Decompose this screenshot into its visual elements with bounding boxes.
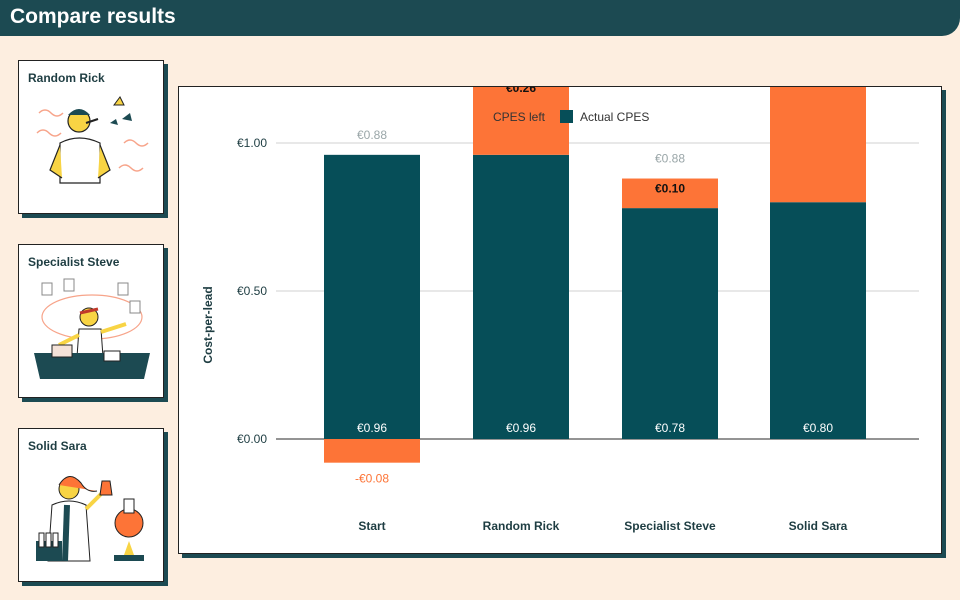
legend-label-cpes-left: CPES left	[493, 110, 546, 124]
persona-card-solid-sara[interactable]: Solid Sara	[18, 428, 164, 582]
bar-actual-cpes	[473, 154, 569, 439]
data-label-cpes-left: €0.26	[506, 87, 536, 95]
legend-label-actual-cpes: Actual CPES	[580, 110, 649, 124]
bar-cpes-left	[324, 439, 420, 463]
data-label-actual: €0.96	[357, 421, 387, 435]
data-label-cpes-left: €0.10	[655, 182, 685, 196]
x-tick-label: Random Rick	[483, 519, 560, 533]
x-tick-label: Start	[358, 519, 385, 533]
data-label-cpes-left: -€0.08	[355, 472, 389, 486]
x-tick-label: Specialist Steve	[624, 519, 716, 533]
y-tick-label: €1.00	[237, 136, 267, 150]
legend-swatch-cpes-left	[473, 110, 486, 123]
y-tick-label: €0.50	[237, 284, 267, 298]
bar-actual-cpes	[622, 208, 718, 439]
bar-cpes-left	[473, 87, 569, 155]
persona-card-specialist-steve[interactable]: Specialist Steve	[18, 244, 164, 398]
bar-actual-cpes	[324, 154, 420, 439]
persona-illustration-icon	[36, 96, 149, 184]
persona-illustration-icon	[36, 476, 144, 562]
data-label-actual: €0.96	[506, 421, 536, 435]
persona-name: Specialist Steve	[28, 255, 120, 269]
y-tick-label: €0.00	[237, 432, 267, 446]
chart-panel: €2.00€1.50€1.00€0.50€0.00-€0.50 €0.96-€0…	[178, 86, 942, 554]
bar-actual-cpes	[770, 202, 866, 439]
y-axis-label: Cost-per-lead	[201, 286, 215, 363]
persona-illustration-icon	[34, 278, 150, 379]
data-label-actual: €0.78	[655, 421, 685, 435]
legend-swatch-actual-cpes	[560, 110, 573, 123]
data-label-total: €0.88	[655, 152, 685, 166]
data-label-actual: €0.80	[803, 421, 833, 435]
stacked-bar-chart: €2.00€1.50€1.00€0.50€0.00-€0.50 €0.96-€0…	[201, 87, 919, 533]
bar-cpes-left	[770, 87, 866, 203]
data-label-total: €0.88	[357, 128, 387, 142]
persona-name: Random Rick	[28, 71, 105, 85]
persona-name: Solid Sara	[28, 439, 87, 453]
persona-card-random-rick[interactable]: Random Rick	[18, 60, 164, 214]
bar-cpes-left	[622, 178, 718, 209]
header-bar: Compare results	[0, 0, 960, 36]
page-title: Compare results	[10, 5, 176, 28]
x-tick-label: Solid Sara	[789, 519, 848, 533]
